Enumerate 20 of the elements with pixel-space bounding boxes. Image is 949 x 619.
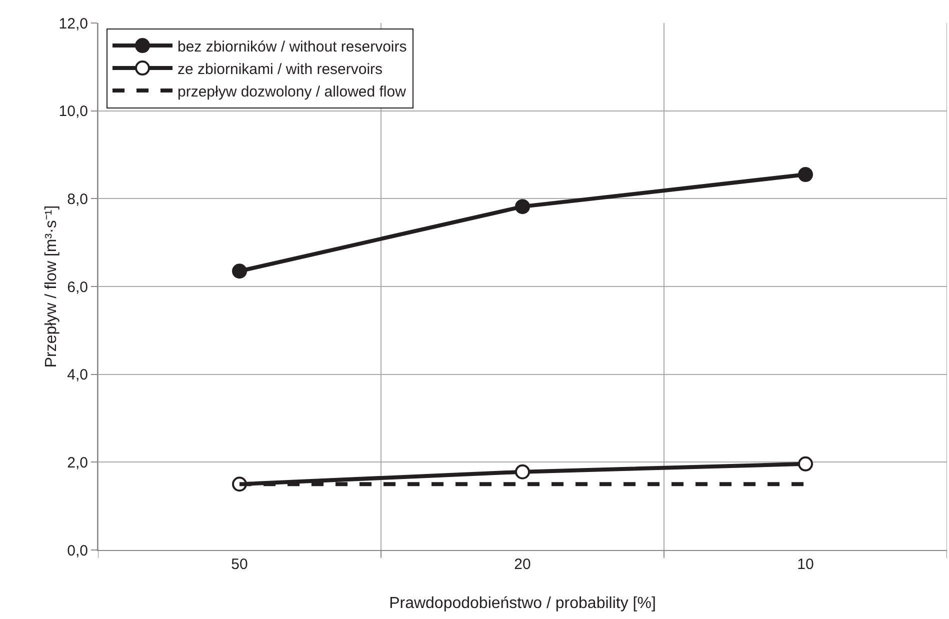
legend-label: ze zbiornikami / with reservoirs (177, 60, 383, 78)
y-tick-label: 6,0 (67, 278, 88, 296)
point (515, 199, 530, 214)
point (515, 464, 530, 480)
point (232, 264, 247, 279)
y-tick-label: 2,0 (67, 454, 88, 472)
x-tick-label: 50 (231, 556, 248, 573)
legend-label: przepływ dozwolony / allowed flow (177, 83, 406, 100)
y-tick-label: 0,0 (67, 542, 88, 560)
y-tick-label: 4,0 (67, 366, 88, 384)
x-axis-title: Prawdopodobieństwo / probability [%] (389, 595, 656, 612)
x-tick-label: 10 (797, 556, 814, 573)
point (798, 167, 813, 182)
y-tick-label: 12,0 (58, 15, 88, 32)
legend-label: bez zbiorników / without reservoirs (177, 38, 407, 56)
x-tick-label: 20 (514, 556, 531, 573)
y-tick-label: 10,0 (58, 103, 88, 120)
y-axis-title: Przepływ / flow [m³·s⁻¹] (43, 205, 60, 368)
y-tick-label: 8,0 (67, 190, 88, 208)
point (798, 456, 813, 472)
